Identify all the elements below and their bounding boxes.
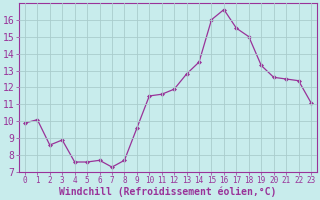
X-axis label: Windchill (Refroidissement éolien,°C): Windchill (Refroidissement éolien,°C) xyxy=(59,187,277,197)
